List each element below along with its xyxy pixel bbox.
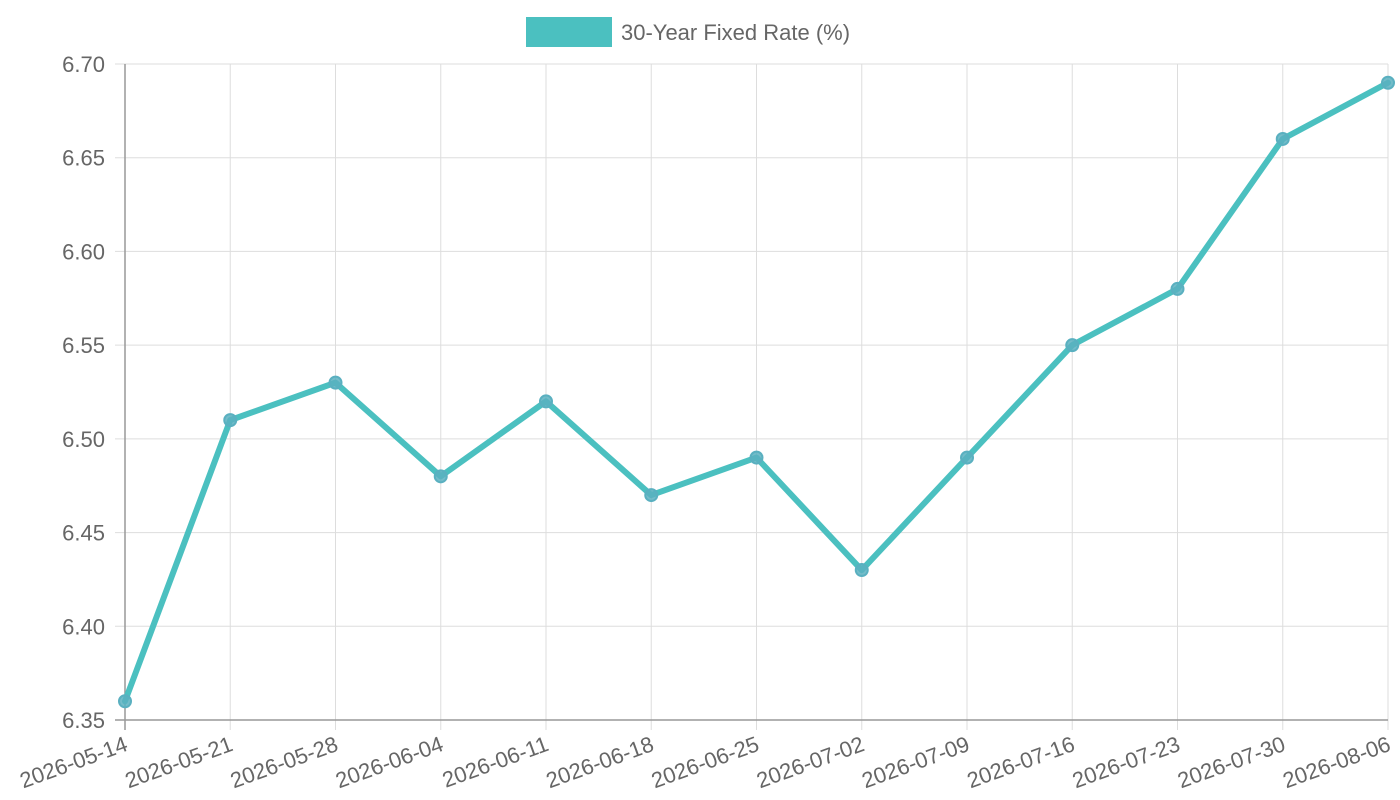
x-tick-label: 2026-07-30 xyxy=(1174,731,1288,793)
y-tick-label: 6.50 xyxy=(62,427,105,452)
y-tick-label: 6.45 xyxy=(62,521,105,546)
x-tick-label: 2026-08-06 xyxy=(1279,731,1393,793)
x-gridlines xyxy=(124,64,1389,730)
data-point[interactable] xyxy=(1170,281,1185,296)
y-tick-label: 6.40 xyxy=(62,614,105,639)
x-tick-label: 2026-06-25 xyxy=(648,731,762,793)
y-tick-label: 6.35 xyxy=(62,708,105,733)
data-point[interactable] xyxy=(1065,338,1080,353)
y-axis-ticks: 6.35 6.40 6.45 6.50 6.55 6.60 6.65 6.70 xyxy=(62,52,105,733)
data-point[interactable] xyxy=(433,469,448,484)
data-points xyxy=(118,75,1395,709)
x-axis-ticks: 2026-05-142026-05-212026-05-282026-06-04… xyxy=(16,731,1393,793)
y-tick-label: 6.55 xyxy=(62,333,105,358)
data-point[interactable] xyxy=(539,394,553,409)
legend[interactable]: 30-Year Fixed Rate (%) xyxy=(526,17,850,47)
data-point[interactable] xyxy=(749,450,764,465)
x-tick-label: 2026-06-18 xyxy=(543,731,657,793)
data-point[interactable] xyxy=(1381,75,1395,90)
data-point[interactable] xyxy=(960,450,974,465)
legend-label: 30-Year Fixed Rate (%) xyxy=(621,20,850,45)
y-gridlines xyxy=(115,63,1388,721)
y-tick-label: 6.70 xyxy=(62,52,105,77)
data-point[interactable] xyxy=(1275,131,1290,146)
x-tick-label: 2026-05-21 xyxy=(122,731,236,793)
x-tick-label: 2026-06-04 xyxy=(332,731,446,793)
data-point[interactable] xyxy=(328,375,343,390)
y-tick-label: 6.65 xyxy=(62,146,105,171)
x-tick-label: 2026-05-28 xyxy=(227,731,341,793)
x-tick-label: 2026-07-23 xyxy=(1069,731,1183,793)
legend-swatch xyxy=(526,17,612,47)
x-tick-label: 2026-05-14 xyxy=(16,731,130,793)
data-point[interactable] xyxy=(854,563,869,578)
x-tick-label: 2026-07-09 xyxy=(858,731,972,793)
data-point[interactable] xyxy=(118,694,132,709)
data-point[interactable] xyxy=(223,413,238,428)
x-tick-label: 2026-07-02 xyxy=(753,731,867,793)
y-tick-label: 6.60 xyxy=(62,239,105,264)
x-tick-label: 2026-07-16 xyxy=(964,731,1078,793)
data-point[interactable] xyxy=(644,488,659,503)
x-tick-label: 2026-06-11 xyxy=(439,731,552,792)
